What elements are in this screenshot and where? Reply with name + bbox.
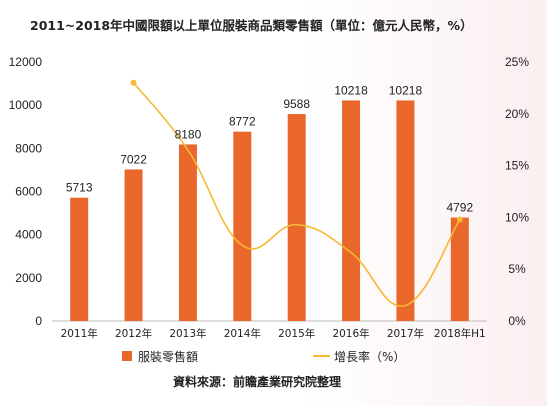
legend-label-line: 增長率（%） xyxy=(334,349,405,364)
bars xyxy=(70,100,469,322)
y-right-tick-label: 20% xyxy=(505,107,529,121)
x-tick-label: 2017年 xyxy=(387,327,424,340)
growth-line-path xyxy=(132,82,461,307)
bar xyxy=(342,100,361,321)
bar-data-label: 7022 xyxy=(120,152,147,166)
x-tick-label: 2011年 xyxy=(61,327,98,340)
bar-data-label: 10218 xyxy=(389,83,423,97)
x-tick-label: 2014年 xyxy=(224,327,261,340)
y-left-tick-label: 12000 xyxy=(9,55,43,69)
bar xyxy=(396,100,415,321)
y-left-tick-label: 4000 xyxy=(15,228,42,242)
bar xyxy=(287,114,306,322)
growth-line xyxy=(130,79,463,307)
legend: 服裝零售額 增長率（%） xyxy=(122,349,405,364)
source-note: 資料來源：前瞻產業研究院整理 xyxy=(173,374,341,389)
y-left-tick-label: 2000 xyxy=(15,271,42,285)
y-left-tick-label: 10000 xyxy=(9,98,43,112)
y-right-tick-label: 15% xyxy=(505,159,529,173)
bar xyxy=(124,169,143,321)
bar xyxy=(70,197,89,321)
bar xyxy=(233,131,252,321)
bar-data-label: 8180 xyxy=(175,127,202,141)
legend-label-bar: 服裝零售額 xyxy=(138,349,198,364)
legend-swatch-bar xyxy=(122,351,132,361)
y-right-tick-label: 10% xyxy=(505,210,529,224)
bar xyxy=(450,217,469,321)
bar xyxy=(178,144,197,321)
chart-title: 2011~2018年中國限額以上單位服裝商品類零售額（單位：億元人民幣，%） xyxy=(30,18,473,33)
y-right-tick-label: 25% xyxy=(505,55,529,69)
x-tick-label: 2013年 xyxy=(169,327,206,340)
y-left-tick-label: 0 xyxy=(35,314,42,328)
line-point xyxy=(130,79,137,86)
bar-data-label: 10218 xyxy=(334,83,368,97)
y-right-tick-label: 5% xyxy=(508,262,526,276)
y-right-tick-label: 0% xyxy=(508,314,526,328)
x-tick-label: 2015年 xyxy=(278,327,315,340)
x-tick-label: 2012年 xyxy=(115,327,152,340)
bar-data-label: 8772 xyxy=(229,115,256,129)
y-left-tick-label: 8000 xyxy=(15,141,42,155)
bar-data-label: 5713 xyxy=(66,181,93,195)
bar-data-label: 9588 xyxy=(283,97,310,111)
data-labels: 5713 7022 8180 8772 9588 10218 10218 4792 xyxy=(66,83,474,214)
y-left-tick-label: 6000 xyxy=(15,185,42,199)
x-tick-label: 2018年H1 xyxy=(434,327,486,340)
bar-data-label: 4792 xyxy=(446,201,473,215)
x-tick-label: 2016年 xyxy=(332,327,369,340)
line-point xyxy=(456,216,463,223)
axes: 0 2000 4000 6000 8000 10000 12000 0% 5% 10% 15% 20%… xyxy=(9,55,530,340)
